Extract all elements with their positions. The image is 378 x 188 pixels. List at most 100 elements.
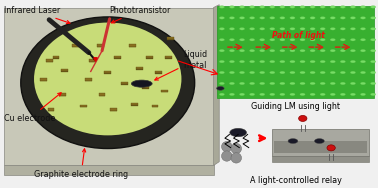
Circle shape	[230, 128, 246, 137]
Circle shape	[310, 6, 315, 8]
Circle shape	[330, 38, 335, 41]
Circle shape	[350, 60, 356, 63]
Circle shape	[300, 49, 305, 52]
Text: Liquid
metal: Liquid metal	[155, 50, 208, 80]
Circle shape	[370, 17, 376, 19]
Bar	[61, 69, 68, 71]
Circle shape	[270, 93, 275, 96]
Circle shape	[217, 86, 224, 90]
Circle shape	[340, 93, 345, 96]
Bar	[121, 84, 128, 85]
Circle shape	[340, 17, 345, 19]
Circle shape	[290, 17, 295, 19]
Circle shape	[229, 17, 235, 19]
Circle shape	[360, 27, 366, 30]
Bar	[40, 78, 47, 81]
Text: Infrared Laser: Infrared Laser	[4, 6, 70, 24]
Ellipse shape	[222, 151, 232, 161]
Bar	[4, 8, 214, 165]
Circle shape	[280, 82, 285, 85]
Bar	[136, 67, 143, 69]
Circle shape	[249, 6, 255, 8]
Circle shape	[249, 17, 255, 19]
Circle shape	[310, 71, 315, 74]
Text: A light-controlled relay: A light-controlled relay	[250, 176, 342, 185]
Circle shape	[310, 60, 315, 63]
Circle shape	[370, 93, 376, 96]
Circle shape	[229, 71, 235, 74]
Bar	[167, 37, 174, 39]
Circle shape	[288, 139, 298, 143]
Circle shape	[340, 6, 345, 8]
Circle shape	[340, 38, 345, 41]
Circle shape	[350, 38, 356, 41]
Bar	[53, 56, 59, 58]
Circle shape	[280, 71, 285, 74]
Circle shape	[370, 38, 376, 41]
Circle shape	[260, 6, 265, 8]
Circle shape	[340, 82, 345, 85]
Bar	[104, 71, 111, 73]
Circle shape	[290, 60, 295, 63]
Bar	[48, 108, 54, 111]
Circle shape	[239, 82, 245, 85]
Circle shape	[320, 6, 325, 8]
Circle shape	[219, 17, 225, 19]
Circle shape	[290, 6, 295, 8]
Circle shape	[219, 49, 225, 52]
Circle shape	[229, 6, 235, 8]
Circle shape	[300, 27, 305, 30]
Bar	[129, 44, 136, 47]
Bar	[146, 58, 153, 59]
Circle shape	[330, 71, 335, 74]
Circle shape	[340, 49, 345, 52]
Circle shape	[249, 38, 255, 41]
Circle shape	[270, 82, 275, 85]
Circle shape	[219, 82, 225, 85]
Circle shape	[290, 93, 295, 96]
Circle shape	[320, 71, 325, 74]
Circle shape	[270, 17, 275, 19]
Circle shape	[239, 60, 245, 63]
Bar	[97, 44, 104, 47]
Bar	[272, 129, 369, 156]
Circle shape	[260, 49, 265, 52]
Circle shape	[360, 49, 366, 52]
Circle shape	[280, 6, 285, 8]
Circle shape	[239, 6, 245, 8]
Bar	[152, 107, 158, 108]
Circle shape	[219, 60, 225, 63]
Bar	[152, 105, 158, 107]
Circle shape	[360, 71, 366, 74]
Bar	[161, 89, 168, 92]
Circle shape	[229, 93, 235, 96]
Circle shape	[300, 6, 305, 8]
Circle shape	[260, 71, 265, 74]
Bar	[72, 44, 79, 47]
Ellipse shape	[222, 141, 232, 152]
Circle shape	[239, 27, 245, 30]
Circle shape	[330, 17, 335, 19]
Circle shape	[219, 27, 225, 30]
Circle shape	[249, 82, 255, 85]
Circle shape	[310, 17, 315, 19]
Circle shape	[280, 60, 285, 63]
Circle shape	[360, 17, 366, 19]
Text: Path of light: Path of light	[273, 31, 325, 39]
Ellipse shape	[132, 80, 152, 87]
Circle shape	[290, 38, 295, 41]
Bar	[59, 93, 66, 96]
Circle shape	[239, 93, 245, 96]
Polygon shape	[214, 5, 219, 165]
Circle shape	[360, 60, 366, 63]
Circle shape	[370, 6, 376, 8]
Bar	[121, 82, 128, 84]
Ellipse shape	[231, 143, 242, 154]
Circle shape	[260, 60, 265, 63]
Circle shape	[310, 27, 315, 30]
Text: Cu electrode: Cu electrode	[4, 93, 61, 123]
Circle shape	[280, 38, 285, 41]
Circle shape	[260, 82, 265, 85]
Circle shape	[290, 27, 295, 30]
Circle shape	[320, 17, 325, 19]
